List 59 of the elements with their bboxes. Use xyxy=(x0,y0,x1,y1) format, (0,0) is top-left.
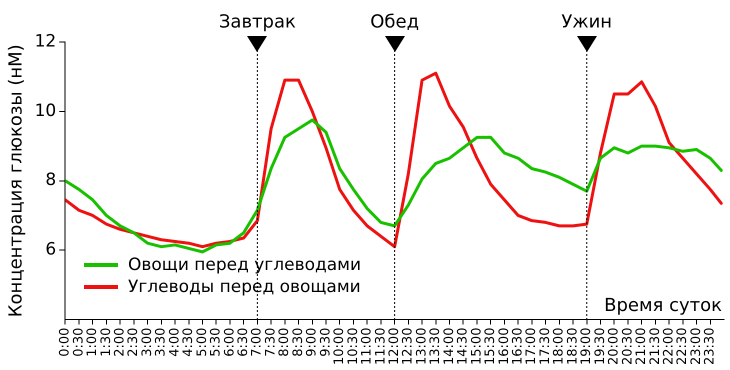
x-tick-label: 8:00 xyxy=(277,328,292,357)
x-tick-label: 19:00 xyxy=(579,328,594,366)
x-tick-label: 21:00 xyxy=(634,328,650,366)
y-tick-label: 6 xyxy=(45,240,56,260)
x-tick-label: 13:30 xyxy=(428,328,444,366)
ref-line-label: Ужин xyxy=(561,12,612,33)
x-tick-label: 22:00 xyxy=(661,328,676,366)
x-tick-label: 4:00 xyxy=(167,328,182,357)
x-tick-label: 22:30 xyxy=(675,328,690,366)
x-tick-label: 5:00 xyxy=(194,328,210,357)
x-tick-label: 15:00 xyxy=(469,328,484,366)
x-tick-label: 10:00 xyxy=(332,328,348,366)
x-tick-label: 23:30 xyxy=(702,328,718,366)
x-tick-label: 2:00 xyxy=(112,328,128,357)
y-tick-label: 12 xyxy=(34,31,56,52)
x-tick-label: 7:30 xyxy=(263,328,278,357)
x-tick-label: 11:00 xyxy=(360,328,375,366)
x-tick-label: 17:30 xyxy=(538,328,553,366)
x-tick-label: 9:00 xyxy=(304,328,320,357)
x-tick-label: 3:30 xyxy=(154,328,169,357)
x-tick-label: 3:00 xyxy=(140,328,155,357)
x-tick-label: 21:30 xyxy=(648,328,663,366)
x-tick-label: 12:00 xyxy=(386,328,402,366)
x-tick-label: 1:00 xyxy=(85,328,100,357)
x-tick-label: 14:00 xyxy=(442,328,457,366)
x-tick-label: 11:30 xyxy=(373,328,388,366)
x-tick-label: 9:30 xyxy=(318,328,334,357)
x-tick-label: 6:00 xyxy=(222,328,238,357)
x-tick-label: 14:30 xyxy=(456,328,471,366)
x-tick-label: 16:30 xyxy=(510,328,526,366)
x-tick-label: 2:30 xyxy=(126,328,142,357)
legend-label: Углеводы перед овощами xyxy=(128,277,361,297)
y-axis-title: Концентрация глюкозы (нМ) xyxy=(5,44,26,318)
x-tick-label: 4:30 xyxy=(181,328,196,357)
x-tick-label: 0:00 xyxy=(58,328,73,357)
x-tick-label: 6:30 xyxy=(236,328,252,357)
x-tick-label: 7:00 xyxy=(250,328,265,357)
y-tick-label: 10 xyxy=(34,100,56,121)
x-tick-label: 12:30 xyxy=(400,328,416,366)
x-tick-label: 5:30 xyxy=(208,328,224,357)
ref-line-label: Обед xyxy=(370,12,420,33)
x-tick-label: 8:30 xyxy=(290,328,306,357)
x-tick-label: 23:00 xyxy=(688,328,704,366)
x-tick-label: 16:00 xyxy=(496,328,512,366)
x-tick-label: 19:30 xyxy=(592,328,608,366)
x-tick-label: 18:00 xyxy=(552,328,567,366)
x-tick-label: 0:30 xyxy=(71,328,86,357)
y-tick-label: 8 xyxy=(45,170,56,190)
x-axis-title: Время суток xyxy=(604,295,722,316)
ref-line-label: Завтрак xyxy=(218,12,296,33)
x-tick-label: 15:30 xyxy=(483,328,498,366)
x-tick-label: 18:30 xyxy=(565,328,580,366)
x-tick-label: 13:00 xyxy=(414,328,430,366)
x-tick-label: 20:00 xyxy=(606,328,622,366)
x-tick-label: 17:00 xyxy=(524,328,540,366)
x-tick-label: 10:30 xyxy=(346,328,361,366)
x-tick-label: 20:30 xyxy=(620,328,636,366)
x-tick-label: 1:30 xyxy=(98,328,114,357)
legend-label: Овощи перед углеводами xyxy=(128,255,362,275)
